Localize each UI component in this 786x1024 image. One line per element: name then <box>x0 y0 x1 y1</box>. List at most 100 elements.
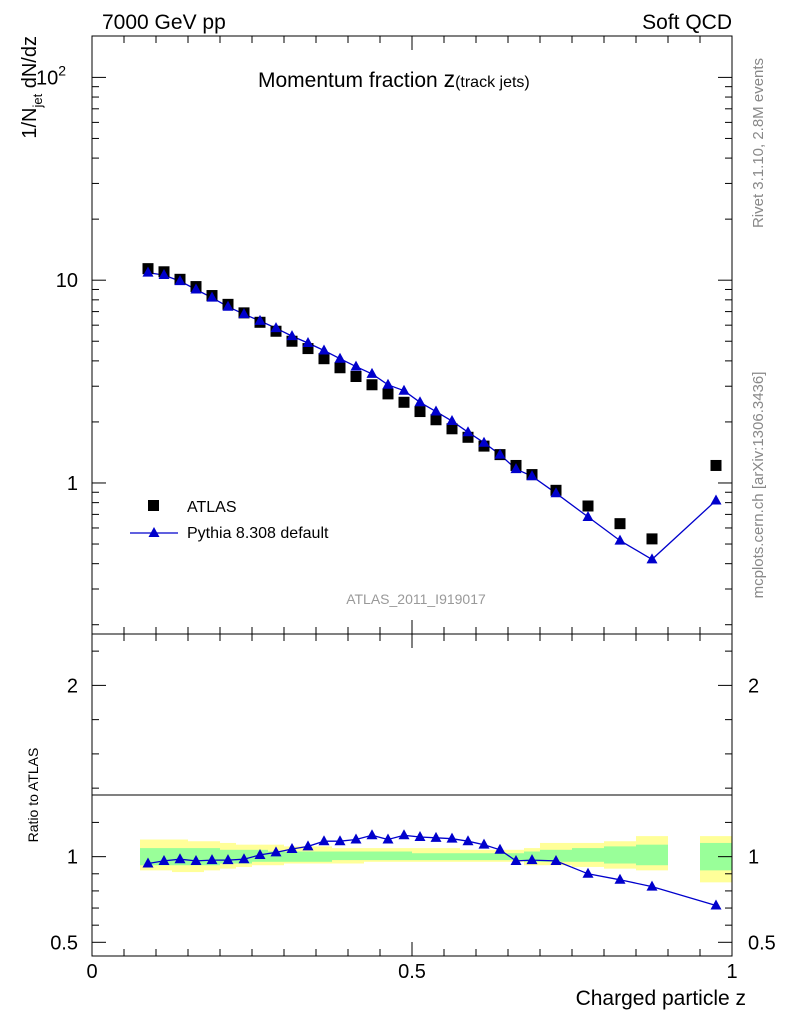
ratio-data-marks <box>142 829 722 910</box>
ratio-band-stat <box>412 853 428 861</box>
pythia-point <box>334 352 346 363</box>
legend-pythia-marker <box>148 527 160 537</box>
ratio-y-tick-label-left: 2 <box>67 675 78 697</box>
ratio-pythia-point <box>478 838 490 849</box>
ratio-pythia-point <box>366 829 378 840</box>
atlas-point <box>582 500 594 512</box>
legend: ATLAS Pythia 8.308 default <box>130 499 329 542</box>
header-energy: 7000 GeV pp <box>102 11 226 34</box>
ratio-pythia-point <box>190 854 202 865</box>
pythia-point <box>302 337 314 348</box>
ratio-pythia-point <box>222 854 234 865</box>
header-category: Soft QCD <box>642 11 732 34</box>
ratio-pythia-point <box>398 829 410 840</box>
atlas-point <box>462 431 474 443</box>
pythia-point <box>382 378 394 389</box>
pythia-point <box>646 553 658 564</box>
atlas-point <box>382 388 394 400</box>
pythia-point <box>350 360 362 371</box>
ratio-band-stat <box>492 853 508 861</box>
title-sub: (track jets) <box>455 74 530 91</box>
pythia-point <box>222 300 234 311</box>
ratio-y-tick-label-right: 2 <box>748 675 759 697</box>
title-z: z <box>444 66 456 92</box>
pythia-point <box>550 487 562 498</box>
ratio-pythia-point <box>446 832 458 843</box>
ylabel-sub: jet <box>30 93 45 108</box>
atlas-point <box>646 533 658 545</box>
pythia-point <box>614 534 626 545</box>
pythia-point <box>158 269 170 280</box>
ratio-pythia-point <box>614 873 626 884</box>
ratio-pythia-point <box>510 854 522 865</box>
atlas-point <box>710 459 722 471</box>
ratio-pythia-point <box>550 854 562 865</box>
ratio-band-stat <box>572 848 604 862</box>
ratio-pythia-point <box>286 842 298 853</box>
ratio-band-stat <box>140 848 156 866</box>
ratio-band-stat <box>636 844 668 866</box>
pythia-point <box>710 494 722 505</box>
pythia-point <box>582 510 594 521</box>
pythia-point <box>206 291 218 302</box>
ratio-pythia-point <box>710 899 722 910</box>
pythia-point <box>398 384 410 395</box>
atlas-point <box>398 396 410 408</box>
atlas-point <box>430 414 442 426</box>
main-y-tick-label: 102 <box>36 62 66 89</box>
ratio-pythia-point <box>414 830 426 841</box>
atlas-point <box>614 518 626 530</box>
ratio-pythia-point <box>302 840 314 851</box>
pythia-point <box>366 367 378 378</box>
pythia-point <box>270 322 282 333</box>
ratio-pythia-point <box>158 854 170 865</box>
ratio-band-stat <box>284 851 300 862</box>
ratio-pythia-point <box>494 843 506 854</box>
ratio-pythia-point <box>382 833 394 844</box>
ratio-band-stat <box>428 853 444 861</box>
ratio-pythia-point <box>430 831 442 842</box>
ratio-pythia-point <box>462 835 474 846</box>
x-axis-label: Charged particle z <box>576 987 746 1010</box>
ratio-pythia-point <box>142 857 154 868</box>
atlas-point <box>318 353 330 365</box>
ratio-band-stat <box>444 853 460 861</box>
title-main: Momentum fraction <box>258 69 444 92</box>
main-y-tick-labels: 102 10 1 <box>36 62 78 495</box>
pythia-point <box>142 266 154 277</box>
ratio-band-stat <box>316 851 332 862</box>
pythia-point <box>254 314 266 325</box>
pythia-point <box>414 396 426 407</box>
x-tick-label: 0.5 <box>398 961 426 983</box>
ylabel-pre: 1/N <box>19 108 41 139</box>
main-plot-title: Momentum fraction z(track jets) <box>258 66 530 92</box>
pythia-point <box>446 415 458 426</box>
ratio-band-stat <box>268 851 284 862</box>
analysis-id: ATLAS_2011_I919017 <box>346 591 486 607</box>
ratio-y-tick-label-left: 0.5 <box>50 932 78 954</box>
ratio-pythia-point <box>350 833 362 844</box>
pythia-point <box>190 283 202 294</box>
atlas-point <box>366 379 378 391</box>
ratio-pythia-point <box>270 846 282 857</box>
ratio-pythia-point <box>206 854 218 865</box>
atlas-point <box>350 371 362 383</box>
ratio-y-tick-label-right: 1 <box>748 847 759 869</box>
x-tick-label: 1 <box>726 961 737 983</box>
main-y-tick-label: 10 <box>56 270 78 292</box>
ratio-axis-ticks <box>91 634 733 956</box>
ratio-y-tick-label-left: 1 <box>67 847 78 869</box>
ratio-pythia-point <box>582 867 594 878</box>
ratio-panel: 2 21 10.5 0.5 0 0.5 1 Ratio to ATLAS Charged … <box>25 633 776 1010</box>
main-y-tick-label: 1 <box>67 473 78 495</box>
legend-atlas-marker <box>148 500 159 511</box>
atlas-point <box>446 423 458 435</box>
pythia-point <box>526 470 538 481</box>
ratio-band-stat <box>364 851 380 861</box>
atlas-point <box>286 335 298 347</box>
main-data-marks <box>142 263 722 564</box>
ratio-pythia-point <box>318 835 330 846</box>
x-tick-label: 0 <box>86 961 97 983</box>
